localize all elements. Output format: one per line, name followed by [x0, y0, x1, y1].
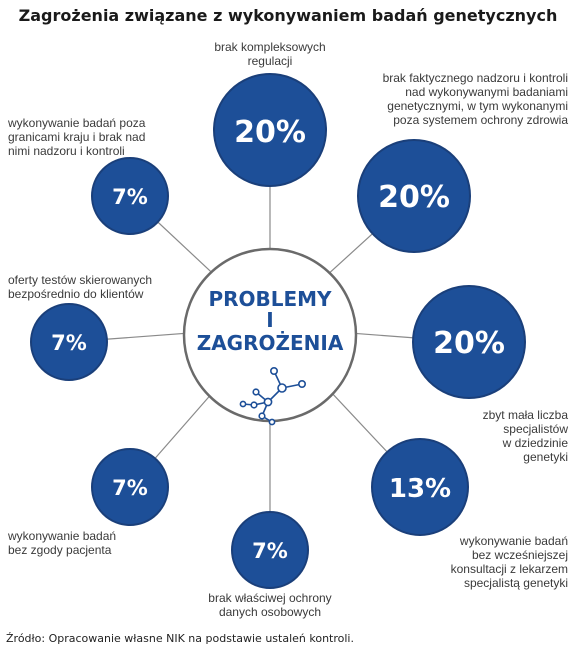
bubble-brak-regulacji: 20% — [213, 73, 327, 187]
bubble-circle — [412, 285, 526, 399]
bubble-specjalisci: 20% — [412, 285, 526, 399]
bubble-circle — [231, 511, 309, 589]
center-hub: PROBLEMY I ZAGROŻENIA — [182, 247, 358, 426]
bubble-circle — [213, 73, 327, 187]
bubble-ochrona-danych: 7% — [231, 511, 309, 589]
label-bez-konsultacji: wykonywanie badań bez wcześniejszej kons… — [450, 534, 568, 590]
bubble-value: 7% — [112, 185, 148, 209]
label-poza-granicami: wykonywanie badań poza granicami kraju i… — [8, 116, 146, 158]
page-title: Zagrożenia związane z wykonywaniem badań… — [18, 6, 558, 25]
bubble-bez-konsultacji: 13% — [371, 438, 469, 536]
bubble-brak-nadzoru: 20% — [357, 139, 471, 253]
bubble-value: 20% — [234, 115, 306, 150]
bubble-circle — [371, 438, 469, 536]
label-brak-regulacji: brak kompleksowych regulacji — [214, 40, 326, 68]
bubble-value: 13% — [389, 474, 451, 504]
bubble-circle — [357, 139, 471, 253]
bubble-value: 20% — [433, 326, 505, 361]
center-line-2: I — [266, 308, 273, 332]
bubble-value: 7% — [252, 539, 288, 563]
molecule-network-icon — [239, 366, 306, 426]
bubble-oferty-testow: 7% — [30, 303, 108, 381]
label-ochrona-danych: brak właściwej ochrony danych osobowych — [208, 591, 332, 619]
bubble-value: 7% — [51, 331, 87, 355]
source-note: Źródło: Opracowanie własne NIK na podsta… — [6, 632, 354, 645]
label-bez-zgody: wykonywanie badań bez zgody pacjenta — [8, 529, 117, 557]
label-oferty-testow: oferty testów skierowanych bezpośrednio … — [8, 273, 153, 301]
label-brak-nadzoru: brak faktycznego nadzoru i kontroli nad … — [382, 71, 568, 127]
bubble-poza-granicami: 7% — [91, 157, 169, 235]
bubble-bez-zgody: 7% — [91, 448, 169, 526]
center-line-3: ZAGROŻENIA — [197, 331, 344, 355]
bubble-circle — [30, 303, 108, 381]
bubble-circle — [91, 448, 169, 526]
center-line-1: PROBLEMY — [208, 287, 332, 311]
bubble-value: 20% — [378, 180, 450, 215]
label-specjalisci: zbyt mała liczba specjalistów w dziedzin… — [482, 408, 568, 464]
bubble-circle — [91, 157, 169, 235]
bubble-value: 7% — [112, 476, 148, 500]
